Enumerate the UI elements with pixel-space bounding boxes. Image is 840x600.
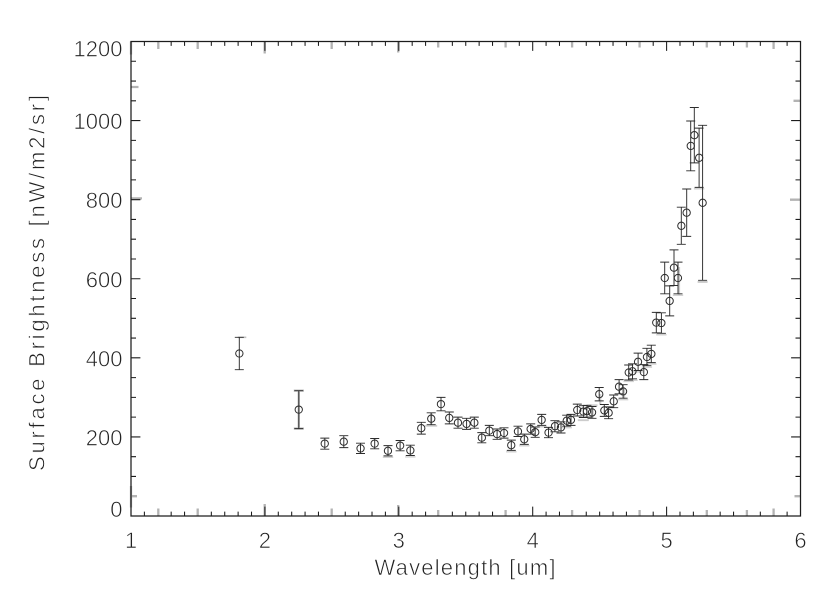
svg-text:0: 0 (110, 497, 122, 522)
svg-text:800: 800 (86, 188, 123, 213)
svg-text:1: 1 (125, 528, 137, 553)
svg-text:Wavelength [um]: Wavelength [um] (375, 555, 556, 580)
svg-text:2: 2 (259, 528, 271, 553)
svg-text:1000: 1000 (74, 109, 123, 134)
svg-text:600: 600 (86, 267, 123, 292)
svg-text:Surface Brightness [nW/m2/sr]: Surface Brightness [nW/m2/sr] (25, 95, 50, 471)
svg-text:400: 400 (86, 346, 123, 371)
svg-text:1200: 1200 (74, 36, 123, 61)
svg-text:5: 5 (660, 528, 672, 553)
svg-text:6: 6 (794, 528, 806, 553)
svg-text:4: 4 (527, 528, 539, 553)
svg-text:200: 200 (86, 425, 123, 450)
svg-text:3: 3 (393, 528, 405, 553)
